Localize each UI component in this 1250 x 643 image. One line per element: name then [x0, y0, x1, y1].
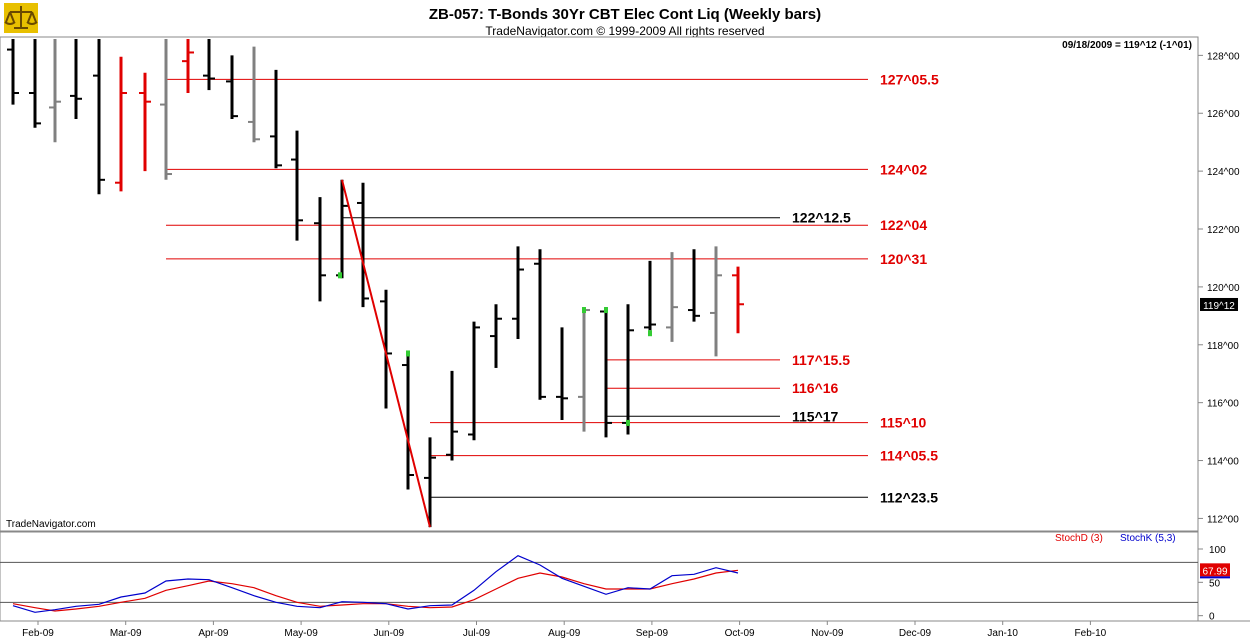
- level-lines: 127^05.5 124^02 122^12.5 122^04 120^31 117^15…: [166, 71, 939, 505]
- ohlc-bar: [556, 327, 568, 421]
- level-label: 116^16: [792, 380, 839, 396]
- time-tick-label: Jun-09: [374, 628, 405, 639]
- time-tick-label: Aug-09: [548, 628, 581, 639]
- price-bars: [7, 39, 744, 528]
- highlight-mark: [338, 272, 342, 279]
- ohlc-bar: [468, 321, 480, 441]
- ohlc-bar: [115, 56, 127, 192]
- level-label: 122^12.5: [792, 210, 851, 226]
- ohlc-bar: [666, 252, 678, 342]
- time-tick-label: Oct-09: [725, 628, 755, 639]
- price-tick-label: 114^00: [1207, 457, 1239, 468]
- level-label: 112^23.5: [880, 489, 938, 505]
- level-label: 120^31: [880, 251, 927, 267]
- time-tick-label: Jul-09: [463, 628, 491, 639]
- trade-navigator-logo: [4, 3, 38, 33]
- price-tick-label: 112^00: [1207, 514, 1239, 525]
- ohlc-bar: [291, 130, 303, 241]
- level-label: 127^05.5: [880, 71, 939, 87]
- price-tick-label: 122^00: [1207, 225, 1240, 236]
- ohlc-bar: [490, 304, 502, 368]
- ohlc-bar: [710, 246, 722, 357]
- price-tag-box: [1200, 297, 1238, 311]
- price-tick-label: 116^00: [1207, 399, 1239, 410]
- legend-stochd: StochD (3): [1055, 533, 1103, 544]
- price-tick-label: 128^00: [1207, 51, 1240, 62]
- stoch-tick-label: 100: [1209, 545, 1226, 556]
- chart-title: ZB-057: T-Bonds 30Yr CBT Elec Cont Liq (…: [429, 6, 821, 23]
- price-tick-label: 120^00: [1207, 283, 1240, 294]
- ohlc-bar: [357, 182, 369, 308]
- ohlc-bar: [270, 69, 282, 169]
- ohlc-bar: [512, 246, 524, 339]
- ohlc-bar: [534, 249, 546, 400]
- ohlc-bar: [732, 266, 744, 334]
- price-tag-label: 119^12: [1203, 301, 1235, 312]
- ohlc-bar: [93, 39, 105, 195]
- time-tick-label: Feb-10: [1075, 628, 1107, 639]
- trendline: [341, 179, 431, 528]
- level-label: 115^17: [792, 408, 839, 424]
- price-y-axis: 112^00 114^00 116^00 118^00 120^00 122^00 124^…: [1198, 51, 1240, 525]
- ohlc-bar: [314, 197, 326, 302]
- time-tick-label: Jan-10: [987, 628, 1018, 639]
- ohlc-bar: [70, 39, 82, 120]
- stoch-tick-label: 50: [1209, 578, 1221, 589]
- ohlc-bar: [248, 46, 260, 143]
- time-tick-label: Feb-09: [22, 628, 54, 639]
- price-tick-label: 124^00: [1207, 167, 1240, 178]
- stoch-value-label: 67.99: [1202, 566, 1227, 577]
- ohlc-bar: [424, 437, 436, 528]
- ohlc-bar: [446, 370, 458, 461]
- ohlc-bar: [29, 39, 41, 128]
- level-label: 122^04: [880, 217, 927, 233]
- level-label: 114^05.5: [880, 448, 938, 464]
- time-tick-label: Sep-09: [636, 628, 669, 639]
- level-label: 117^15.5: [792, 352, 850, 368]
- watermark: TradeNavigator.com: [6, 519, 96, 530]
- copyright-subtitle: TradeNavigator.com © 1999-2009 All right…: [485, 24, 764, 38]
- ohlc-bar: [160, 39, 172, 180]
- price-tick-label: 126^00: [1207, 109, 1240, 120]
- ohlc-bar: [7, 39, 19, 105]
- legend-stochk: StochK (5,3): [1120, 533, 1176, 544]
- time-tick-label: Dec-09: [899, 628, 932, 639]
- stoch-tick-label: 0: [1209, 612, 1215, 623]
- trendline-layer: [341, 179, 431, 528]
- price-tick-label: 118^00: [1207, 341, 1239, 352]
- time-x-axis: Feb-09 Mar-09 Apr-09 May-09 Jun-09 Jul-09 Aug-…: [22, 621, 1107, 639]
- stoch-series-line: [12, 555, 739, 613]
- time-tick-label: Apr-09: [198, 628, 228, 639]
- ohlc-bar: [49, 39, 61, 143]
- ohlc-bar: [139, 72, 151, 172]
- stoch-value-box: [1200, 563, 1230, 577]
- ohlc-bar: [644, 260, 656, 331]
- time-tick-label: Mar-09: [110, 628, 142, 639]
- highlight-mark: [626, 419, 630, 426]
- highlight-mark: [648, 330, 652, 337]
- ohlc-bar: [203, 39, 215, 91]
- time-tick-label: May-09: [284, 628, 318, 639]
- ohlc-bar: [688, 249, 700, 322]
- ohlc-bar: [182, 39, 194, 93]
- highlight-mark: [406, 350, 410, 357]
- ohlc-bar: [226, 55, 238, 120]
- last-quote: 09/18/2009 = 119^12 (-1^01): [1062, 40, 1192, 51]
- ohlc-bar: [402, 353, 414, 490]
- stoch-series-line: [12, 569, 739, 612]
- level-label: 124^02: [880, 161, 927, 177]
- stochastic-panel: 100 50 0 StochD (3) StochK (5,3) 67.99: [0, 533, 1230, 623]
- level-label: 115^10: [880, 415, 927, 431]
- time-tick-label: Nov-09: [811, 628, 844, 639]
- highlight-mark: [604, 307, 608, 314]
- highlight-mark: [582, 307, 586, 314]
